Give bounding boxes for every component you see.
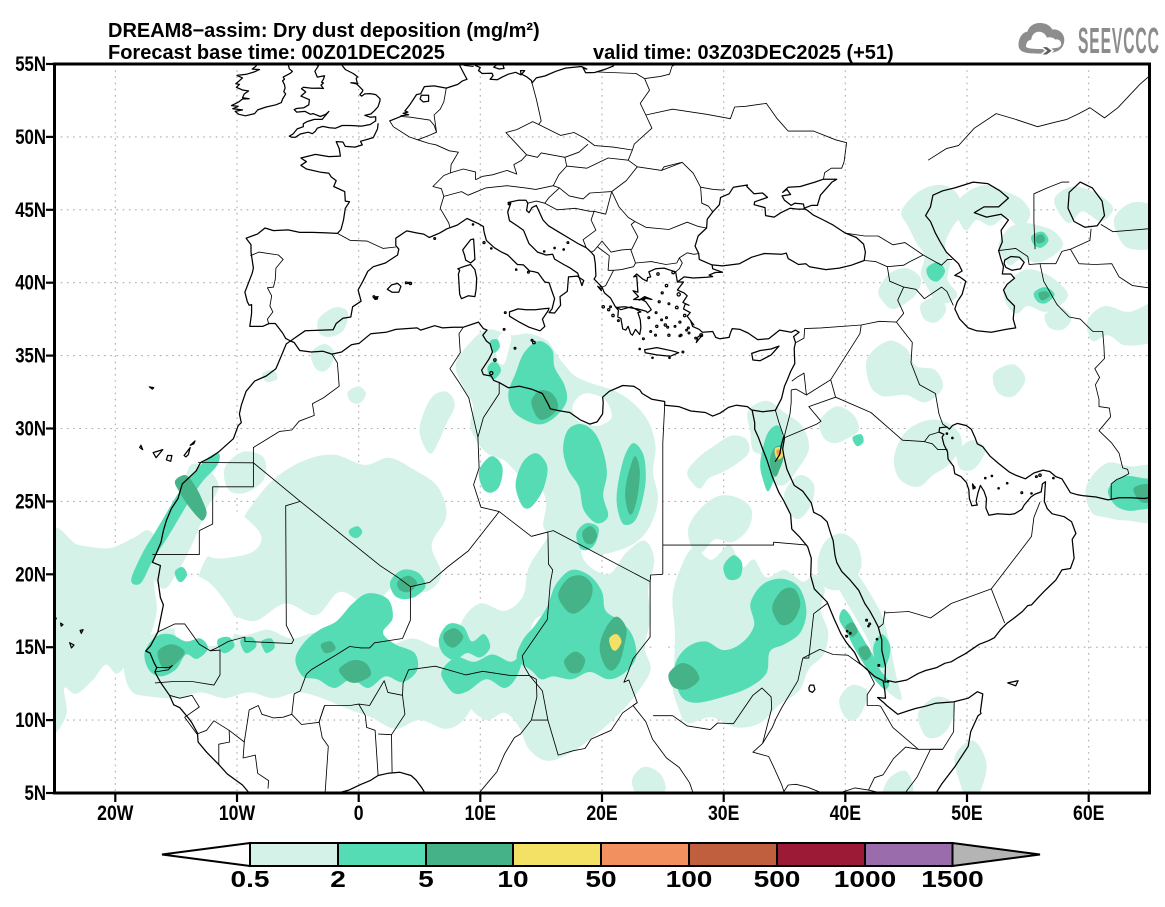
svg-text:40E: 40E — [830, 802, 861, 826]
svg-text:30N: 30N — [15, 418, 46, 441]
svg-text:10: 10 — [497, 867, 528, 892]
svg-text:60E: 60E — [1073, 802, 1104, 826]
svg-text:25N: 25N — [15, 491, 46, 514]
svg-text:2: 2 — [330, 867, 346, 892]
svg-text:0: 0 — [354, 802, 364, 826]
svg-text:10W: 10W — [219, 802, 256, 826]
svg-text:0.5: 0.5 — [231, 867, 270, 892]
svg-text:10N: 10N — [15, 709, 46, 732]
svg-text:10E: 10E — [465, 802, 496, 826]
svg-text:SEEVCCC: SEEVCCC — [1078, 21, 1160, 61]
svg-text:20N: 20N — [15, 564, 46, 587]
svg-text:5: 5 — [418, 867, 434, 892]
svg-text:20E: 20E — [586, 802, 617, 826]
svg-text:valid time: 03Z03DEC2025 (+51): valid time: 03Z03DEC2025 (+51) — [593, 42, 894, 64]
svg-text:15N: 15N — [15, 637, 46, 660]
svg-text:5N: 5N — [25, 782, 46, 805]
svg-text:50N: 50N — [15, 126, 46, 149]
svg-text:DREAM8−assim: Dry dust deposit: DREAM8−assim: Dry dust deposition (mg/m²… — [108, 20, 540, 42]
svg-text:45N: 45N — [15, 199, 46, 222]
svg-text:1000: 1000 — [834, 867, 896, 892]
svg-text:100: 100 — [666, 867, 713, 892]
svg-text:20W: 20W — [97, 802, 134, 826]
svg-text:40N: 40N — [15, 272, 46, 295]
svg-text:1500: 1500 — [921, 867, 983, 892]
svg-text:30E: 30E — [708, 802, 739, 826]
svg-text:Forecast base time: 00Z01DEC20: Forecast base time: 00Z01DEC2025 — [108, 42, 445, 64]
svg-text:35N: 35N — [15, 345, 46, 368]
svg-text:55N: 55N — [15, 53, 46, 76]
svg-text:50: 50 — [585, 867, 616, 892]
svg-text:50E: 50E — [951, 802, 982, 826]
svg-text:500: 500 — [754, 867, 801, 892]
